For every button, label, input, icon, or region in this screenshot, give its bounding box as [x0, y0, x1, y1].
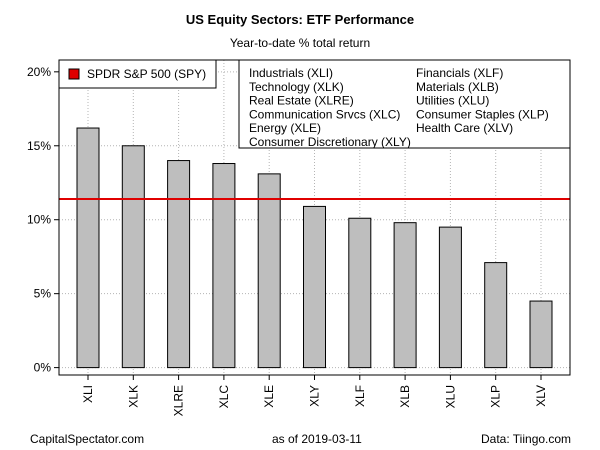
y-tick-label: 0%	[34, 361, 52, 375]
y-tick-label: 20%	[27, 65, 51, 79]
bar-xlk	[121, 145, 145, 369]
axes: 0% 5% 10% 15% 20% XLI XLK XLRE XLC XLE XLY XLF XLB XL…	[27, 65, 548, 417]
x-tick-label: XLF	[353, 385, 367, 407]
legend-sector-item: Industrials (XLI)	[249, 66, 333, 80]
bars	[76, 127, 553, 369]
legend-sector-item: Energy (XLE)	[249, 121, 321, 135]
x-tick-label: XLC	[217, 385, 231, 409]
legend-sector-item: Communication Srvcs (XLC)	[249, 107, 400, 121]
bar-xlre	[167, 160, 191, 369]
footer-site: CapitalSpectator.com	[30, 432, 145, 446]
x-tick-label: XLY	[308, 385, 322, 407]
bar-xly	[303, 205, 326, 369]
footer-data-source: Data: Tiingo.com	[481, 432, 572, 446]
bar-xle	[257, 173, 281, 369]
legend-sector-item: Financials (XLF)	[416, 66, 503, 80]
x-tick-label: XLU	[443, 385, 457, 408]
x-tick-label: XLK	[126, 385, 140, 408]
bar-xlp	[484, 262, 508, 369]
footer-date: as of 2019-03-11	[272, 432, 362, 446]
legend-sector-item: Utilities (XLU)	[416, 94, 489, 108]
x-tick-label: XLB	[398, 385, 412, 408]
legend-sector-key: Industrials (XLI)Technology (XLK)Real Es…	[238, 59, 571, 149]
bar-xlu	[438, 226, 462, 369]
bar-xli	[76, 127, 100, 369]
legend-sector-item: Consumer Staples (XLP)	[416, 107, 549, 121]
chart-title: US Equity Sectors: ETF Performance	[185, 12, 415, 27]
legend-spy-box	[58, 59, 217, 89]
legend-sector-item: Materials (XLB)	[416, 80, 499, 94]
bar-xlf	[348, 217, 372, 369]
legend-spy-label: SPDR S&P 500 (SPY)	[87, 67, 206, 81]
x-tick-label: XLRE	[172, 385, 186, 416]
x-tick-label: XLP	[489, 385, 503, 408]
legend-sector-box	[238, 59, 571, 149]
x-tick-label: XLI	[81, 385, 95, 403]
y-tick-label: 5%	[34, 287, 52, 301]
y-tick-label: 10%	[27, 213, 51, 227]
legend-sector-item: Real Estate (XLRE)	[249, 94, 354, 108]
legend-spy: SPDR S&P 500 (SPY)	[58, 59, 217, 89]
bar-xlv	[529, 300, 553, 369]
bar-xlb	[393, 222, 417, 369]
bar-xlc	[212, 163, 236, 369]
x-tick-label: XLE	[262, 385, 276, 408]
y-tick-label: 15%	[27, 139, 51, 153]
legend-sector-item: Technology (XLK)	[249, 80, 344, 94]
chart-subtitle: Year-to-date % total return	[229, 36, 371, 50]
x-tick-label: XLV	[534, 385, 548, 407]
legend-spy-swatch	[68, 68, 80, 80]
legend-sector-item: Consumer Discretionary (XLY)	[249, 135, 411, 149]
legend-sector-item: Health Care (XLV)	[416, 121, 513, 135]
